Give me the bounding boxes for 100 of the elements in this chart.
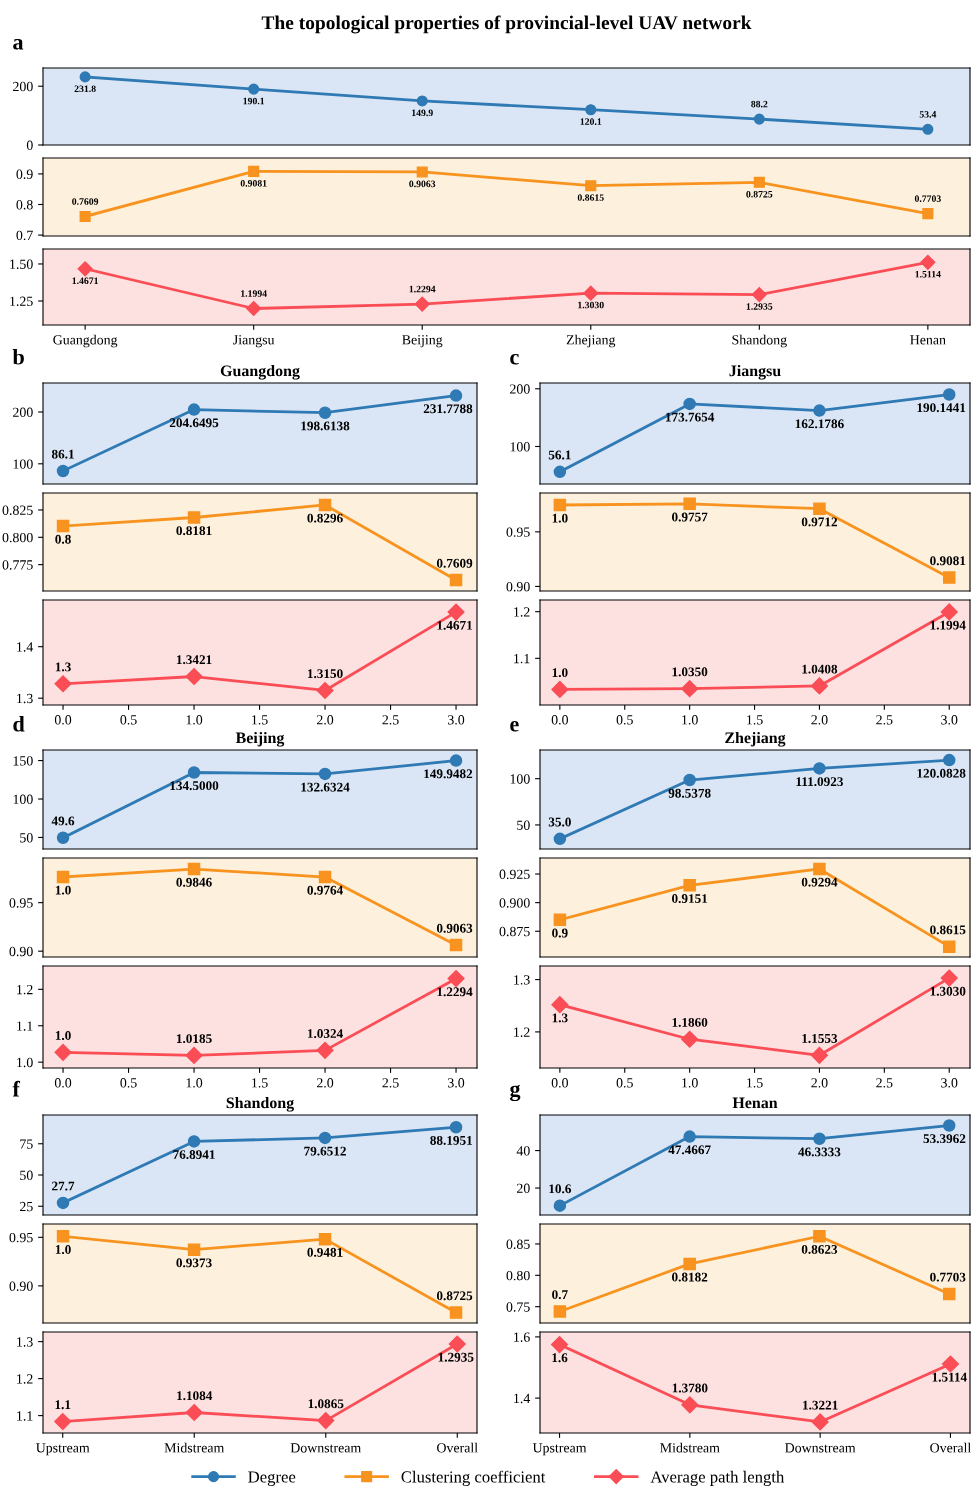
x-tick-label: 1.0	[186, 715, 203, 725]
data-label: 120.0828	[917, 768, 966, 778]
x-tick-label: Midstream	[660, 1442, 720, 1453]
chart-title: Zhejiang	[725, 731, 786, 747]
x-tick-label: 1.5	[252, 1078, 268, 1088]
data-label: 49.6	[51, 816, 75, 826]
data-label: 0.9294	[801, 877, 838, 887]
data-label: 1.5114	[932, 1372, 967, 1382]
point	[187, 403, 201, 416]
data-label: 120.1	[580, 118, 602, 125]
x-tick-label: Guangdong	[53, 334, 118, 348]
data-label: 1.3030	[578, 301, 604, 309]
data-label: 1.0408	[802, 664, 838, 674]
point	[683, 497, 696, 511]
y-tick-label: 0.925	[499, 869, 530, 880]
point	[681, 680, 699, 698]
x-tick-label: Midstream	[164, 1442, 225, 1453]
data-label: 1.0865	[308, 1399, 344, 1409]
point	[681, 1030, 699, 1048]
data-label: 0.8182	[672, 1272, 708, 1282]
data-label: 231.8	[74, 85, 96, 93]
point	[681, 1396, 699, 1414]
data-label: 46.3333	[798, 1147, 841, 1157]
legend-label: Degree	[248, 1471, 296, 1486]
data-label: 0.8725	[436, 1291, 473, 1301]
point	[56, 831, 70, 845]
point	[187, 862, 201, 876]
data-label: 1.5114	[915, 270, 941, 278]
point	[683, 1130, 696, 1143]
point	[940, 969, 958, 987]
point	[753, 176, 765, 188]
point	[942, 940, 956, 953]
legend-label: Average path length	[650, 1470, 785, 1486]
chart-title: Henan	[732, 1097, 778, 1109]
x-tick-label: 3.0	[941, 1078, 958, 1088]
data-label: 0.9081	[930, 556, 966, 566]
chart-title: The topological properties of provincial-level UAV network	[261, 15, 752, 34]
text: b	[12, 348, 24, 365]
point	[941, 1355, 960, 1373]
data-label: 1.1084	[177, 1391, 213, 1401]
point	[447, 970, 465, 988]
x-tick-label: Henan	[910, 335, 946, 345]
x-tick-label: 0.0	[551, 1078, 569, 1088]
point	[810, 1046, 828, 1064]
y-tick-label: 1.2	[514, 1027, 530, 1037]
point	[187, 766, 201, 779]
data-label: 0.7609	[436, 558, 473, 568]
data-label: 1.0324	[307, 1029, 343, 1039]
data-label: 0.9712	[801, 517, 838, 527]
data-label: 190.1441	[917, 403, 966, 413]
point	[56, 870, 70, 884]
point	[449, 389, 463, 402]
data-label: 204.6495	[169, 418, 219, 428]
point	[920, 254, 936, 270]
point	[922, 123, 934, 135]
y-tick-label: 50	[517, 820, 530, 830]
data-label: 0.9846	[176, 877, 212, 887]
x-tick-label: 2.5	[382, 1078, 399, 1088]
y-tick-label: 0.80	[506, 1270, 530, 1281]
data-label: 1.1553	[802, 1034, 838, 1043]
y-tick-label: 1.3	[514, 975, 530, 985]
y-tick-label: 1.4	[514, 1393, 531, 1404]
data-label: 0.8181	[176, 526, 212, 536]
text: e	[510, 720, 519, 732]
x-tick-label: 3.0	[941, 715, 958, 725]
data-label: 0.9151	[672, 894, 708, 904]
point	[187, 511, 201, 524]
point	[551, 996, 569, 1014]
data-label: 0.8615	[577, 194, 604, 201]
y-tick-label: 0.800	[2, 532, 33, 543]
data-label: 1.3421	[176, 655, 212, 665]
point	[79, 71, 91, 83]
data-label: 47.4667	[668, 1145, 711, 1155]
point	[54, 675, 72, 693]
data-label: 1.0	[55, 885, 71, 895]
x-tick-label: 2.0	[811, 1078, 828, 1088]
data-label: 1.2294	[409, 285, 436, 293]
point	[187, 1135, 201, 1148]
y-tick-label: 100	[13, 794, 33, 804]
data-label: 1.3780	[672, 1383, 708, 1393]
point	[942, 1287, 956, 1301]
data-label: 1.1994	[241, 290, 267, 297]
point	[56, 1196, 70, 1210]
data-label: 27.7	[52, 1181, 75, 1191]
data-label: 0.8296	[307, 513, 343, 523]
y-tick-label: 200	[510, 384, 530, 394]
data-label: 1.3	[552, 1013, 568, 1023]
point	[753, 113, 765, 125]
point	[449, 1306, 463, 1319]
point	[318, 498, 332, 512]
point	[77, 261, 93, 277]
data-label: 0.9757	[672, 512, 708, 522]
point	[449, 754, 463, 767]
data-label: 10.6	[549, 1184, 572, 1194]
data-label: 0.8725	[746, 190, 773, 198]
data-label: 0.9764	[307, 885, 343, 895]
data-label: 35.0	[548, 817, 571, 827]
x-tick-label: Shandong	[732, 334, 787, 348]
point	[553, 832, 567, 846]
point	[940, 603, 958, 621]
